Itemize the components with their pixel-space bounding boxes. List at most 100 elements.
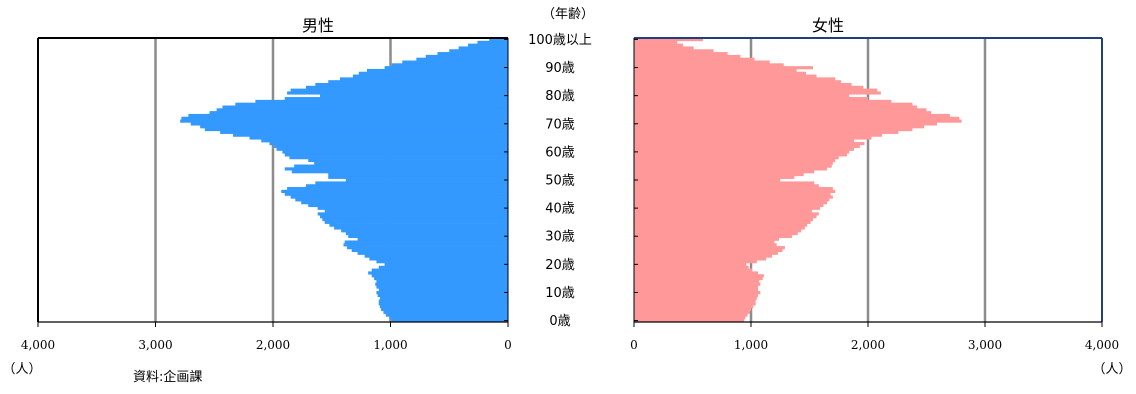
male-bar <box>468 43 508 47</box>
male-bar <box>281 189 509 193</box>
female-bar <box>634 88 878 92</box>
age-label: 0歳 <box>549 314 570 329</box>
female-bar <box>634 215 817 219</box>
male-bar <box>284 153 508 157</box>
female-bar <box>634 108 927 112</box>
male-bar <box>378 288 508 292</box>
female-bar <box>634 175 795 179</box>
female-bar <box>634 156 839 160</box>
female-bar <box>634 229 802 233</box>
female-bar <box>634 164 832 168</box>
male-bar <box>376 260 508 264</box>
male-bar <box>347 246 508 250</box>
male-bar <box>235 102 508 106</box>
age-axis-header: （年齢） <box>542 7 594 22</box>
male-bar <box>290 88 509 92</box>
age-label: 90歳 <box>545 61 575 76</box>
female-bar <box>634 257 767 261</box>
male-bar <box>324 220 508 224</box>
female-bar <box>634 142 865 146</box>
male-unit-label: （人） <box>2 362 41 377</box>
male-bar <box>290 195 509 199</box>
male-bar <box>294 164 508 168</box>
male-bar <box>416 57 508 61</box>
female-bar <box>634 265 749 269</box>
female-bar <box>634 198 830 202</box>
female-bar <box>634 178 781 182</box>
male-bar <box>376 279 508 283</box>
male-bar <box>320 215 508 219</box>
male-bar <box>329 223 508 227</box>
male-bar <box>222 105 508 109</box>
female-bar <box>634 201 828 205</box>
male-bar <box>216 108 508 112</box>
male-bar <box>320 94 508 98</box>
female-bar <box>634 203 824 208</box>
female-x-tick-label: 1,000 <box>734 338 768 352</box>
male-bar <box>391 319 509 323</box>
male-bar <box>489 38 508 42</box>
male-bar <box>345 232 508 236</box>
female-bar <box>634 63 784 67</box>
female-bar <box>634 212 819 216</box>
male-bar <box>305 85 508 89</box>
male-bar <box>274 144 508 149</box>
male-bar <box>233 133 509 137</box>
female-bar <box>634 307 751 312</box>
female-bar <box>634 116 960 120</box>
male-bar <box>377 293 508 298</box>
female-bar <box>634 299 756 303</box>
female-bar <box>634 310 750 314</box>
female-bar <box>634 271 759 275</box>
male-bar <box>348 234 508 238</box>
age-label: 10歳 <box>545 286 575 301</box>
x-tick-labels: 4,000 3,000 2,000 1,000 0 0 1,000 2,000 3,000 4,0… <box>21 38 1119 352</box>
female-bar <box>634 268 753 272</box>
male-bar <box>308 158 508 163</box>
male-bar <box>324 209 508 213</box>
female-bar <box>634 57 755 61</box>
female-bar <box>634 192 831 196</box>
female-unit-label: （人） <box>1092 362 1131 377</box>
female-bar <box>634 305 754 309</box>
male-bar <box>220 130 509 134</box>
male-bars <box>180 38 509 323</box>
female-bar <box>634 105 918 109</box>
female-bar <box>634 161 833 165</box>
male-bar <box>402 60 508 64</box>
female-bar <box>634 127 913 132</box>
male-bar <box>358 71 508 75</box>
male-bar <box>284 192 508 196</box>
female-bar <box>634 125 925 129</box>
male-x-tick-label: 4,000 <box>21 338 55 352</box>
female-bar <box>634 133 883 137</box>
male-x-tick-label: 3,000 <box>138 338 172 352</box>
female-bar <box>634 291 761 295</box>
female-bar <box>634 60 770 64</box>
male-bar <box>437 52 508 56</box>
female-bar <box>634 68 797 73</box>
female-bar <box>634 119 962 123</box>
male-bar <box>371 274 508 278</box>
female-bar <box>634 254 773 258</box>
female-bar <box>634 234 792 238</box>
age-label: 50歳 <box>545 174 575 189</box>
male-bar <box>378 265 508 269</box>
male-bar <box>477 40 508 44</box>
female-bar <box>634 232 798 236</box>
male-title: 男性 <box>302 16 334 35</box>
female-bar <box>634 54 741 59</box>
female-bar <box>634 150 850 154</box>
female-bar <box>634 226 805 230</box>
male-bar <box>328 175 509 179</box>
female-title: 女性 <box>812 16 844 35</box>
female-x-tick-label: 2,000 <box>851 338 885 352</box>
age-label: 70歳 <box>545 117 575 132</box>
female-bar <box>634 130 899 134</box>
female-bar <box>634 262 747 267</box>
female-bar <box>634 66 814 70</box>
male-bar <box>295 198 508 202</box>
male-bar <box>352 74 508 78</box>
male-bar <box>301 201 508 205</box>
male-bar <box>379 305 508 309</box>
